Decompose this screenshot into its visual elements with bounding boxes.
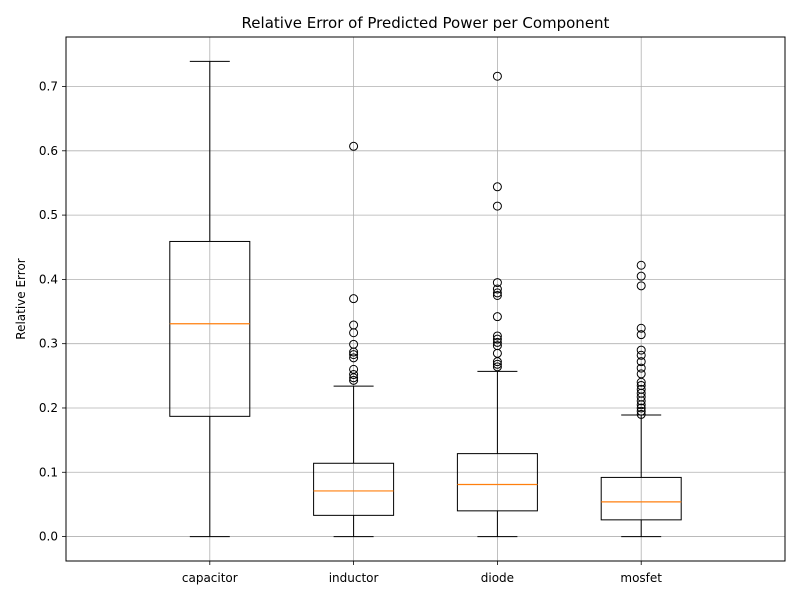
outlier-point xyxy=(492,284,502,294)
outlier-point xyxy=(492,278,502,288)
outlier-point xyxy=(349,353,359,363)
y-tick-label: 0.2 xyxy=(39,401,58,415)
y-tick-label: 0.6 xyxy=(39,144,58,158)
y-tick-label: 0.7 xyxy=(39,80,58,94)
outlier-point xyxy=(349,339,359,349)
outlier-point xyxy=(492,290,502,300)
iqr-box xyxy=(600,476,682,521)
x-tick-label: diode xyxy=(481,571,514,585)
x-tick-label: inductor xyxy=(329,571,379,585)
outlier-point xyxy=(636,350,646,360)
outlier-point xyxy=(349,294,359,304)
outlier-point xyxy=(349,375,359,385)
box-diode xyxy=(456,71,538,538)
outlier-point xyxy=(492,201,502,211)
outlier-point xyxy=(349,370,359,380)
outlier-point xyxy=(636,345,646,355)
outlier-point xyxy=(636,363,646,373)
outlier-point xyxy=(492,359,502,369)
iqr-box xyxy=(456,453,538,512)
outlier-point xyxy=(492,331,502,341)
outlier-point xyxy=(492,288,502,298)
outlier-point xyxy=(636,271,646,281)
outlier-point xyxy=(636,384,646,394)
y-tick-label: 0.0 xyxy=(39,530,58,544)
outlier-point xyxy=(349,320,359,330)
outlier-point xyxy=(636,369,646,379)
outlier-point xyxy=(636,323,646,333)
outlier-point xyxy=(492,71,502,81)
outlier-point xyxy=(492,341,502,351)
box-mosfet xyxy=(600,260,682,538)
outlier-point xyxy=(636,406,646,416)
y-axis: 0.0 0.1 0.2 0.3 0.4 0.5 0.6 0.7 xyxy=(39,80,66,544)
outlier-point xyxy=(636,409,646,419)
x-tick-label: mosfet xyxy=(620,571,662,585)
outlier-point xyxy=(492,334,502,344)
y-tick-label: 0.5 xyxy=(39,208,58,222)
x-axis: capacitor inductor diode mosfet xyxy=(182,561,662,585)
outlier-point xyxy=(636,357,646,367)
outlier-point xyxy=(636,260,646,270)
outlier-point xyxy=(636,380,646,390)
outlier-point xyxy=(636,330,646,340)
iqr-box xyxy=(313,462,395,516)
plot-frame xyxy=(65,36,786,562)
box-capacitor xyxy=(169,60,251,538)
outlier-point xyxy=(492,337,502,347)
outlier-point xyxy=(636,281,646,291)
outlier-point xyxy=(492,182,502,192)
iqr-box xyxy=(169,240,251,417)
boxes xyxy=(169,60,682,538)
y-tick-label: 0.3 xyxy=(39,337,58,351)
outlier-point xyxy=(492,312,502,322)
outlier-point xyxy=(349,364,359,374)
outlier-point xyxy=(636,403,646,413)
outlier-point xyxy=(349,350,359,360)
chart-title: Relative Error of Predicted Power per Co… xyxy=(242,14,610,32)
y-axis-label: Relative Error xyxy=(14,258,28,340)
x-tick-label: capacitor xyxy=(182,571,238,585)
outlier-point xyxy=(492,362,502,372)
outlier-point xyxy=(349,141,359,151)
y-tick-label: 0.4 xyxy=(39,272,58,286)
y-tick-label: 0.1 xyxy=(39,465,58,479)
grid xyxy=(66,37,785,561)
box-inductor xyxy=(313,141,395,538)
